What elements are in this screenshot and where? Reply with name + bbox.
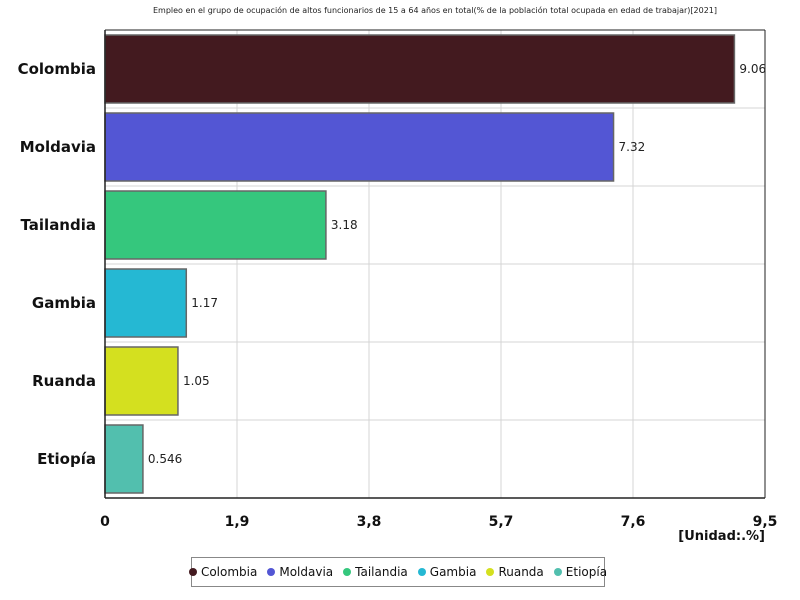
category-label: Moldavia (20, 138, 96, 156)
unit-label: [Unidad:.%] (678, 529, 765, 544)
bar (104, 424, 144, 494)
x-tick-label: 3,8 (357, 514, 382, 530)
bar (104, 346, 179, 416)
bar (104, 190, 327, 260)
data-label: 1.17 (191, 296, 218, 310)
bar (104, 268, 188, 338)
legend-label: Colombia (200, 565, 258, 579)
x-tick-label: 1,9 (225, 514, 250, 530)
legend-swatch (486, 568, 495, 576)
category-label: Colombia (18, 60, 96, 78)
legend-swatch (553, 568, 562, 576)
legend-label: Etiopía (565, 565, 608, 579)
x-tick-label: 5,7 (489, 514, 514, 530)
legend-item: Etiopía (553, 565, 608, 579)
category-label: Ruanda (32, 372, 96, 390)
x-tick-label: 7,6 (621, 514, 646, 530)
legend-label: Ruanda (498, 565, 544, 579)
legend-swatch (188, 568, 197, 576)
category-label: Gambia (32, 294, 96, 312)
data-label: 7.32 (619, 140, 646, 154)
labels: 9.06 Colombia 7.32 Moldavia 3.18 Tailandia 1.1… (18, 60, 778, 530)
legend-item: Moldavia (267, 565, 333, 579)
legend-label: Tailandia (355, 565, 408, 579)
legend-swatch (343, 568, 352, 576)
legend-item: Colombia (188, 565, 258, 579)
axes (104, 29, 766, 499)
bar (104, 34, 736, 104)
x-tick-label: 0 (100, 514, 110, 530)
chart-title: Empleo en el grupo de ocupación de altos… (152, 6, 718, 15)
data-label: 1.05 (183, 374, 210, 388)
category-label: Tailandia (20, 216, 96, 234)
legend-item: Ruanda (486, 565, 544, 579)
x-tick-label: 9,5 (753, 514, 778, 530)
legend-item: Gambia (417, 565, 477, 579)
legend: Colombia Moldavia Tailandia Gambia Ruanda Eti… (188, 557, 608, 587)
data-label: 3.18 (331, 218, 358, 232)
data-label: 9.06 (739, 62, 766, 76)
legend-item: Tailandia (343, 565, 408, 579)
legend-label: Gambia (429, 565, 477, 579)
legend-swatch (417, 568, 426, 576)
bar (104, 112, 615, 182)
legend-swatch (267, 568, 276, 576)
bars (104, 34, 736, 494)
category-label: Etiopía (37, 450, 96, 468)
legend-label: Moldavia (279, 565, 334, 579)
data-label: 0.546 (148, 452, 182, 466)
